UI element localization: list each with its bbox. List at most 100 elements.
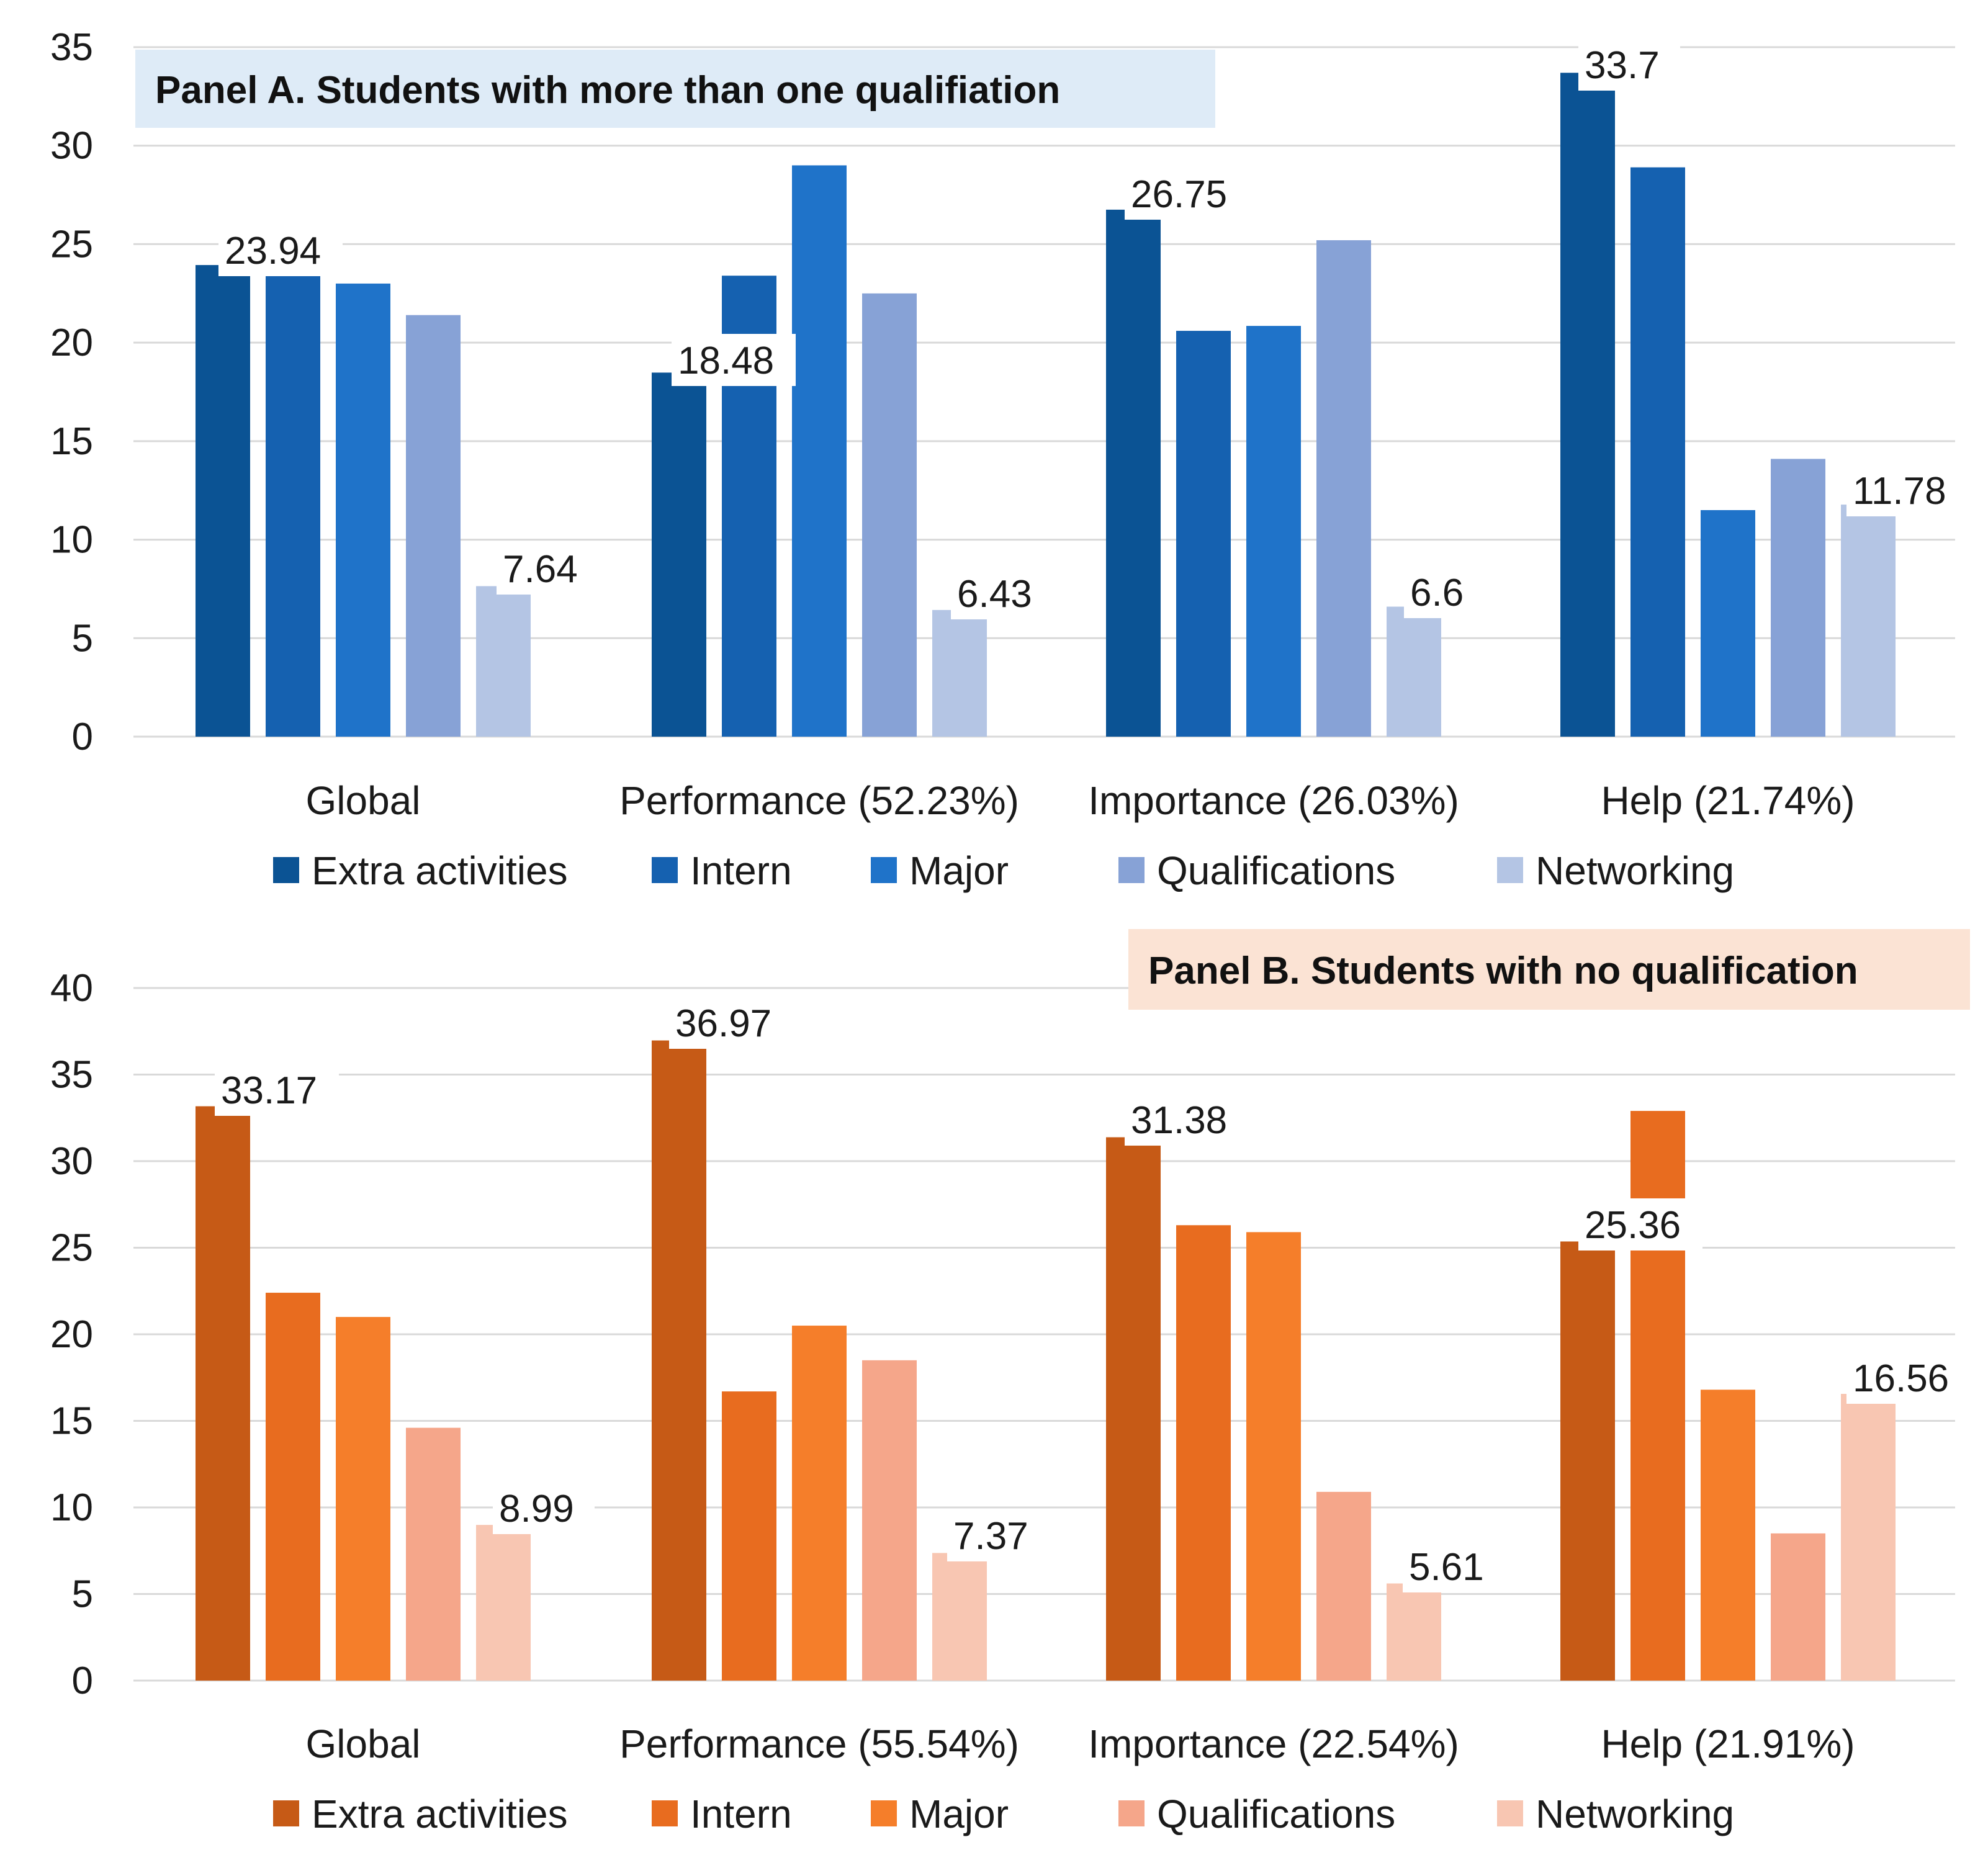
chart-panel-a: 0 5 10 15 20 25 30 35 Panel A. Students with mor…: [50, 26, 1971, 893]
bar-qualifications-1: [406, 315, 461, 737]
data-label-background: [493, 1482, 595, 1534]
data-label-background: [1846, 1352, 1971, 1404]
data-label: 33.7: [1585, 44, 1660, 87]
data-label: 7.37: [953, 1515, 1028, 1558]
y-tick-label: 5: [72, 1573, 93, 1616]
legend-label: Qualifications: [1157, 1792, 1395, 1836]
data-label: 7.64: [503, 548, 578, 591]
y-tick-label: 20: [50, 321, 93, 364]
bar-major-2: [792, 165, 847, 737]
data-label-background: [669, 997, 793, 1049]
legend-swatch: [1118, 857, 1145, 883]
data-label: 8.99: [499, 1488, 574, 1530]
bar-intern-3: [1176, 1225, 1231, 1681]
y-tick-label: 25: [50, 1227, 93, 1270]
panel-title-background: [135, 50, 1215, 128]
panel-title: Panel A. Students with more than one qua…: [155, 69, 1060, 112]
data-label: 5.61: [1409, 1546, 1484, 1589]
x-category-label: Help (21.91%): [1601, 1722, 1855, 1766]
bar-extra-activities-3: [1106, 1137, 1161, 1681]
data-label-background: [218, 224, 343, 276]
data-label-background: [215, 1064, 339, 1116]
data-label-background: [1578, 1198, 1702, 1251]
legend-label: Major: [909, 1792, 1009, 1836]
data-label: 6.43: [957, 573, 1032, 616]
data-label: 33.17: [221, 1069, 317, 1112]
bar-intern-2: [722, 1391, 776, 1681]
panel-title-background: [1128, 929, 1970, 1010]
bar-extra-activities-2: [652, 1040, 706, 1681]
y-tick-label: 30: [50, 1140, 93, 1183]
legend-label: Intern: [690, 1792, 792, 1836]
bar-extra-activities-3: [1106, 209, 1161, 737]
legend-label: Extra activities: [312, 848, 568, 893]
legend-label: Extra activities: [312, 1792, 568, 1836]
data-label: 11.78: [1853, 470, 1946, 513]
bar-major-3: [1246, 1232, 1301, 1681]
data-label-background: [1846, 464, 1971, 516]
bar-qualifications-4: [1771, 1533, 1825, 1681]
bar-major-2: [792, 1326, 847, 1681]
y-tick-label: 10: [50, 1486, 93, 1529]
bar-intern-1: [266, 265, 320, 737]
bar-intern-1: [266, 1293, 320, 1681]
bar-networking-3: [1387, 1583, 1441, 1681]
bar-qualifications-3: [1316, 240, 1371, 737]
y-tick-label: 35: [50, 26, 93, 69]
y-tick-label: 30: [50, 125, 93, 168]
x-category-label: Global: [306, 1722, 421, 1766]
y-tick-label: 20: [50, 1313, 93, 1356]
bar-major-4: [1701, 510, 1755, 737]
data-label-background: [1578, 38, 1680, 91]
legend-swatch: [652, 1800, 678, 1826]
x-category-label: Performance (52.23%): [619, 778, 1019, 823]
x-category-label: Help (21.74%): [1601, 778, 1855, 823]
legend-label: Intern: [690, 848, 792, 893]
y-tick-label: 5: [72, 617, 93, 660]
bar-extra-activities-1: [196, 265, 250, 737]
y-tick-label: 40: [50, 967, 93, 1010]
y-tick-label: 25: [50, 223, 93, 266]
bar-networking-1: [476, 586, 531, 737]
data-label-background: [1404, 566, 1483, 618]
data-label-background: [672, 334, 796, 386]
data-label: 36.97: [675, 1002, 771, 1045]
data-label: 25.36: [1585, 1204, 1681, 1247]
bar-major-1: [336, 283, 390, 737]
bar-extra-activities-4: [1560, 1241, 1615, 1681]
x-category-label: Global: [306, 778, 421, 823]
data-label: 31.38: [1131, 1099, 1227, 1142]
bar-networking-1: [476, 1525, 531, 1681]
data-label-background: [497, 542, 598, 595]
legend-swatch: [273, 1800, 299, 1826]
bar-major-4: [1701, 1390, 1755, 1681]
data-label: 18.48: [678, 339, 774, 382]
bar-qualifications-2: [862, 1360, 917, 1681]
legend-swatch: [1118, 1800, 1145, 1826]
legend-swatch: [1497, 857, 1523, 883]
bar-intern-4: [1630, 167, 1685, 737]
y-tick-label: 0: [72, 1659, 93, 1702]
bar-networking-2: [932, 1553, 987, 1681]
data-label: 16.56: [1853, 1357, 1949, 1400]
chart-panel-b: 0 5 10 15 20 25 30 35 40 Panel B. Students with n…: [50, 929, 1971, 1836]
x-category-label: Performance (55.54%): [619, 1722, 1019, 1766]
bar-intern-3: [1176, 331, 1231, 737]
panel-title: Panel B. Students with no qualification: [1148, 950, 1858, 992]
data-label-background: [947, 1509, 1049, 1561]
legend-label: Qualifications: [1157, 848, 1395, 893]
legend-label: Major: [909, 848, 1009, 893]
bar-qualifications-4: [1771, 459, 1825, 737]
data-label: 26.75: [1131, 173, 1227, 216]
legend-swatch: [652, 857, 678, 883]
bar-extra-activities-2: [652, 372, 706, 737]
data-label-background: [1403, 1540, 1504, 1592]
data-label-background: [1125, 1093, 1249, 1146]
bar-networking-4: [1841, 505, 1896, 737]
bar-extra-activities-1: [196, 1106, 250, 1681]
y-tick-label: 15: [50, 1400, 93, 1443]
legend-label: Networking: [1536, 848, 1734, 893]
legend-swatch: [1497, 1800, 1523, 1826]
data-label-background: [951, 567, 1053, 619]
